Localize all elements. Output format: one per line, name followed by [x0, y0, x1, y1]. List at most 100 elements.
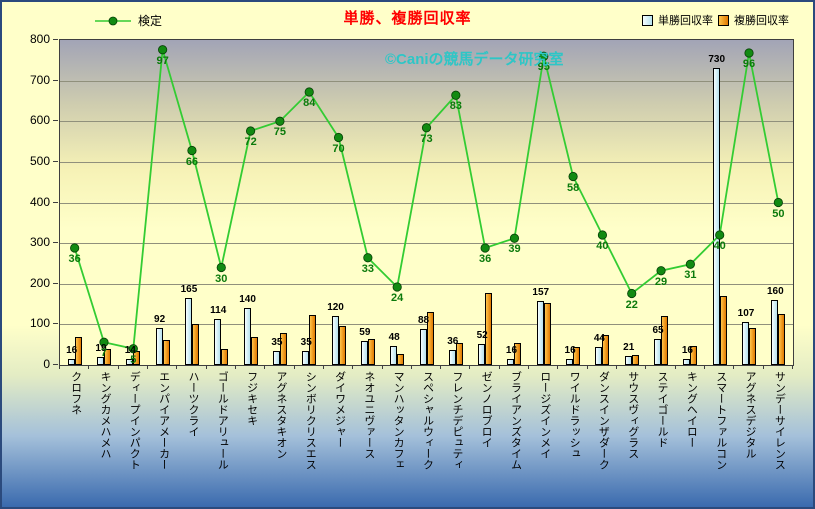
x-axis-tick [293, 365, 295, 369]
line-value-label: 72 [244, 136, 257, 148]
gridline [60, 202, 793, 204]
line-point [158, 45, 168, 55]
bar-win [683, 358, 691, 365]
x-category-label: ワイルドラッシュ [568, 371, 581, 459]
y-axis-tick [53, 201, 58, 203]
x-category-label: スマートファルコン [714, 371, 727, 470]
line-value-label: 95 [537, 61, 550, 74]
line-point [392, 282, 402, 292]
x-axis-tick [645, 365, 647, 369]
x-axis-tick [762, 365, 764, 369]
line-value-label: 75 [273, 126, 287, 139]
x-category-label: マンハッタンカフェ [392, 371, 405, 470]
line-value-label: 96 [742, 58, 756, 70]
x-category-label: ブライアンズタイム [509, 371, 522, 470]
line-value-label: 73 [420, 132, 433, 145]
line-point [744, 48, 754, 58]
bar-win [595, 347, 603, 365]
gridline [60, 121, 793, 123]
bar-win [419, 329, 427, 365]
bar-win [331, 316, 339, 365]
bar-win [507, 358, 515, 365]
y-axis-tick [53, 79, 58, 81]
win-bar-label: 165 [180, 283, 198, 295]
legend-line-label: 検定 [138, 14, 163, 28]
x-category-label: ゴールドアリュール [216, 371, 229, 470]
x-axis-tick [616, 365, 618, 369]
bar-place [397, 353, 405, 365]
line-value-label: 97 [156, 54, 169, 67]
y-axis-tick [53, 282, 58, 284]
line-point [509, 233, 520, 243]
y-axis-tick [53, 364, 58, 365]
x-axis-tick [322, 365, 324, 369]
line-point [539, 51, 549, 61]
bar-win [126, 359, 134, 365]
line-value-label: 36 [479, 253, 492, 265]
x-category-label: アグネスタキオン [274, 371, 287, 459]
plot-area: 16 36 19 7 14 5 92 97 165 66 114 30 140 72 35 75 35 84 120… [59, 39, 794, 366]
bar-place [749, 328, 757, 365]
win-bar-label: 730 [708, 54, 726, 66]
bar-win [360, 341, 368, 365]
gridline [60, 80, 793, 82]
bar-win [155, 327, 163, 365]
win-bar-label: 19 [95, 343, 107, 355]
line-value-label: 58 [566, 181, 580, 194]
win-bar-label: 21 [623, 342, 635, 354]
line-point [568, 171, 578, 182]
line-point [128, 344, 138, 354]
place-series-swatch-icon [718, 14, 729, 26]
line-series-marker-icon [95, 16, 131, 25]
win-bar-label: 52 [476, 329, 488, 341]
x-axis-tick [498, 365, 500, 369]
line-value-label: 33 [361, 262, 374, 275]
x-axis-tick [146, 365, 148, 369]
x-axis-tick [704, 365, 706, 369]
win-bar-label: 44 [593, 333, 605, 345]
bar-place [338, 325, 346, 365]
bar-place [485, 292, 493, 365]
win-bar-label: 16 [681, 344, 693, 356]
bar-win [536, 301, 544, 365]
x-category-label: クロフネ [69, 371, 82, 415]
win-series-swatch-icon [642, 14, 653, 26]
x-category-label: フジキセキ [245, 371, 258, 426]
bar-win [624, 356, 632, 365]
y-axis-label: 100 [29, 316, 50, 331]
bar-place [221, 348, 229, 365]
bar-place [690, 345, 698, 365]
y-axis-tick [53, 242, 58, 244]
x-axis-tick [528, 365, 530, 369]
bar-place [778, 314, 786, 365]
y-axis-label: 0 [43, 357, 50, 371]
chart-title: 単勝、複勝回収率 [343, 10, 472, 27]
y-axis-tick [53, 160, 58, 162]
bar-place [309, 315, 317, 365]
line-value-label: 84 [303, 97, 316, 109]
line-point [480, 243, 490, 253]
line-value-label: 39 [508, 243, 521, 256]
x-category-label: スペシャルウィーク [421, 371, 434, 470]
line-point [363, 253, 373, 263]
bar-win [302, 350, 310, 365]
x-axis-tick [674, 365, 676, 369]
x-category-label: サウスヴィグラス [626, 371, 639, 459]
line-value-label: 24 [391, 292, 404, 304]
line-point [216, 262, 226, 273]
y-axis-label: 800 [29, 32, 50, 46]
bar-win [448, 350, 456, 365]
win-bar-label: 157 [532, 287, 550, 299]
bar-place [74, 336, 82, 365]
x-axis-tick [586, 365, 588, 369]
line-point [245, 126, 256, 136]
x-axis-tick [117, 365, 119, 369]
x-category-label: サンデーサイレンス [773, 371, 786, 470]
y-axis-label: 700 [29, 72, 50, 87]
x-axis-tick [234, 365, 236, 369]
win-bar-label: 160 [766, 286, 784, 297]
line-value-label: 36 [68, 253, 81, 265]
win-bar-label: 107 [737, 307, 755, 319]
bar-place [661, 316, 669, 365]
